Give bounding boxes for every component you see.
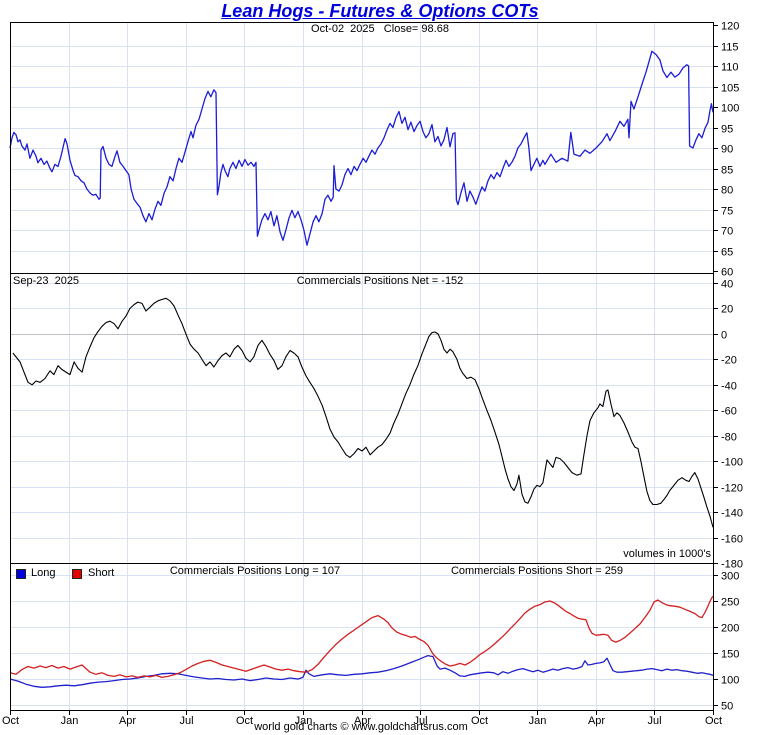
x-tick-label: Jan bbox=[295, 715, 313, 727]
y-tick-label: 85 bbox=[721, 165, 733, 177]
y-tick-label: 300 bbox=[721, 571, 739, 583]
y-tick-label: -60 bbox=[721, 406, 737, 418]
y-tick-label: 40 bbox=[721, 279, 733, 291]
price-series-line bbox=[9, 50, 714, 246]
y-tick-label: -40 bbox=[721, 381, 737, 393]
y-tick-label: 100 bbox=[721, 103, 739, 115]
price-panel-caption: Oct-02 2025 Close= 98.68 bbox=[311, 23, 449, 35]
x-tick-label: Oct bbox=[471, 715, 488, 727]
legend-short-swatch-icon bbox=[72, 569, 82, 579]
y-tick-label: -100 bbox=[721, 457, 743, 469]
y-tick-label: 110 bbox=[721, 62, 739, 74]
short-panel-caption: Commercials Positions Short = 259 bbox=[450, 565, 624, 577]
x-tick-label: Oct bbox=[705, 715, 722, 727]
y-tick-label: 60 bbox=[721, 267, 733, 279]
footer-credit: world gold charts © www.goldchartsrus.co… bbox=[254, 721, 468, 733]
y-tick-label: 120 bbox=[721, 21, 739, 33]
y-tick-label: 105 bbox=[721, 83, 739, 95]
net-series-line bbox=[12, 297, 714, 528]
y-tick-label: 250 bbox=[721, 597, 739, 609]
x-tick-label: Oct bbox=[236, 715, 253, 727]
x-tick-label: Jul bbox=[413, 715, 427, 727]
y-tick-label: -140 bbox=[721, 508, 743, 520]
page-title: Lean Hogs - Futures & Options COTs bbox=[221, 1, 539, 21]
y-tick-label: -120 bbox=[721, 483, 743, 495]
y-tick-label: 150 bbox=[721, 649, 739, 661]
y-tick-label: 70 bbox=[721, 226, 733, 238]
y-tick-label: 0 bbox=[721, 330, 727, 342]
long-panel-caption: Commercials Positions Long = 107 bbox=[169, 565, 341, 577]
y-tick-label: 75 bbox=[721, 206, 733, 218]
x-tick-label: Apr bbox=[354, 715, 371, 727]
y-tick-label: 100 bbox=[721, 675, 739, 687]
y-tick-label: 115 bbox=[721, 42, 739, 54]
y-tick-label: 65 bbox=[721, 247, 733, 259]
x-tick-label: Jan bbox=[61, 715, 79, 727]
net-panel-caption: Commercials Positions Net = -152 bbox=[296, 275, 464, 287]
short-series-line bbox=[9, 595, 714, 679]
legend-long-label: Long bbox=[31, 567, 56, 579]
x-tick-label: Apr bbox=[119, 715, 136, 727]
y-tick-label: 80 bbox=[721, 185, 733, 197]
legend-long-swatch-icon bbox=[16, 569, 26, 579]
y-tick-label: 95 bbox=[721, 124, 733, 136]
net-panel-date-label: Sep-23 2025 bbox=[13, 275, 80, 287]
long-series-line bbox=[9, 654, 714, 688]
x-tick-label: Jan bbox=[529, 715, 547, 727]
y-tick-label: 50 bbox=[721, 701, 733, 713]
x-tick-label: Jul bbox=[179, 715, 193, 727]
y-tick-label: -80 bbox=[721, 432, 737, 444]
y-tick-label: -180 bbox=[721, 559, 743, 571]
x-tick-label: Oct bbox=[2, 715, 19, 727]
y-tick-label: 20 bbox=[721, 304, 733, 316]
x-tick-label: Apr bbox=[588, 715, 605, 727]
y-tick-label: -160 bbox=[721, 534, 743, 546]
y-tick-label: 200 bbox=[721, 623, 739, 635]
legend-short-label: Short bbox=[88, 567, 115, 579]
x-tick-label: Jul bbox=[647, 715, 661, 727]
y-tick-label: -20 bbox=[721, 355, 737, 367]
y-tick-label: 90 bbox=[721, 144, 733, 156]
volumes-note: volumes in 1000's bbox=[623, 548, 711, 560]
